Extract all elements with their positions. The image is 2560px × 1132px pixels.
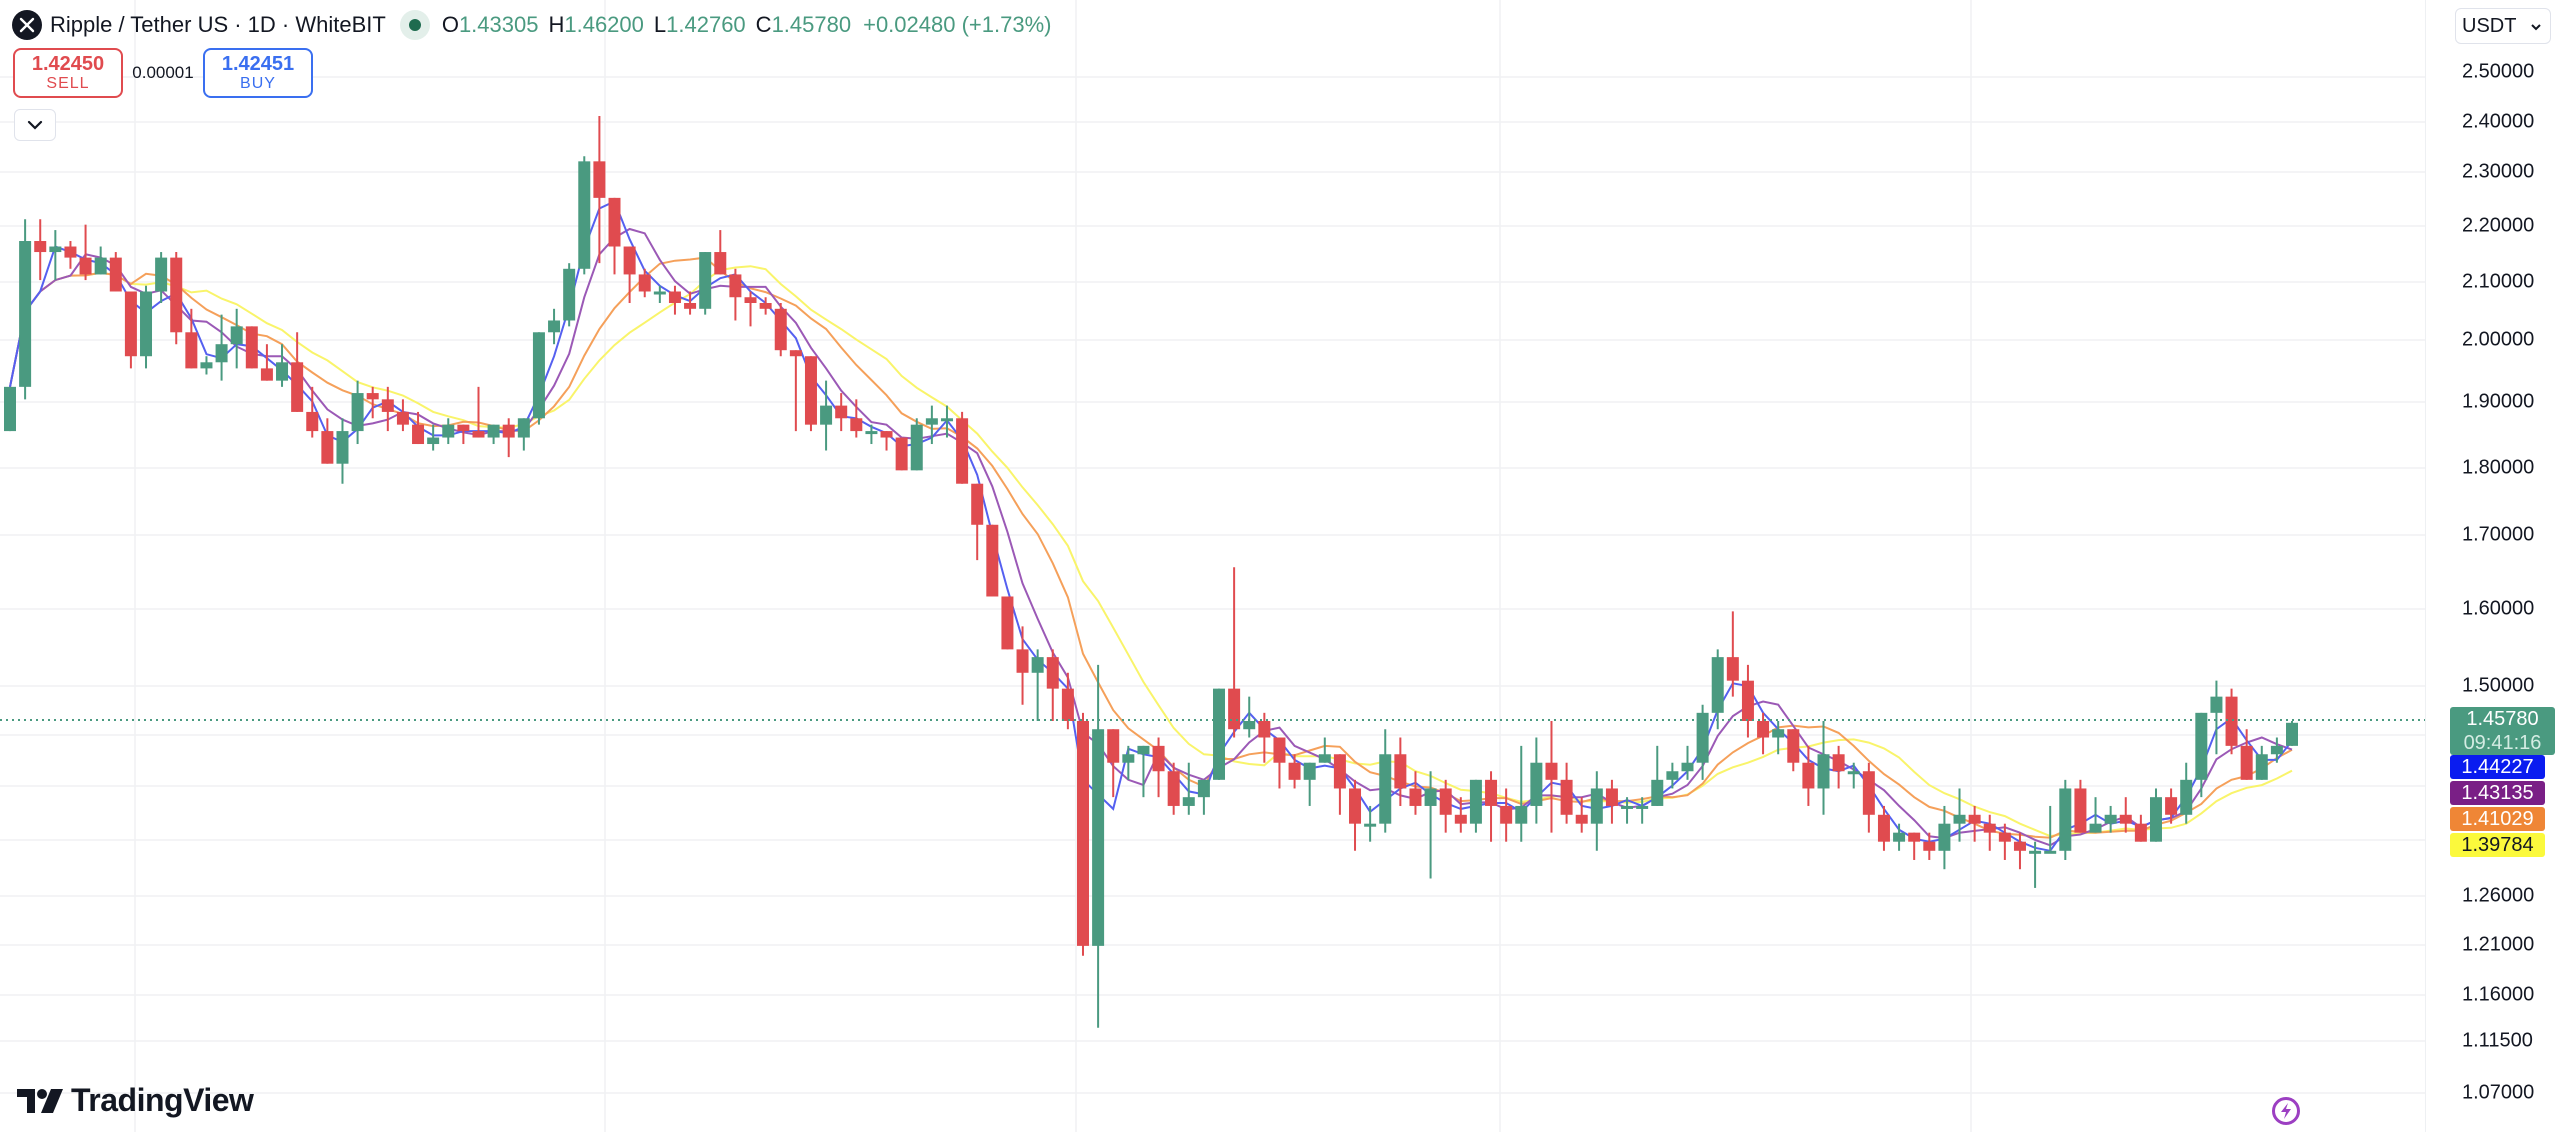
tradingview-logo[interactable]: TradingView xyxy=(17,1082,254,1119)
collapse-legend-button[interactable] xyxy=(14,109,56,141)
price-tick: 2.20000 xyxy=(2462,214,2535,237)
low-label: L xyxy=(653,12,667,37)
price-change: +0.02480 (+1.73%) xyxy=(863,12,1052,37)
sell-price: 1.42450 xyxy=(31,53,105,75)
price-tick: 1.21000 xyxy=(2462,933,2535,956)
price-tick: 1.80000 xyxy=(2462,456,2535,479)
high-label: H xyxy=(548,12,565,37)
price-tick: 2.50000 xyxy=(2462,60,2535,83)
chart-grid xyxy=(0,0,2425,1132)
buy-button[interactable]: 1.42451 BUY xyxy=(203,48,313,98)
candles xyxy=(4,115,2298,1028)
logo-text: TradingView xyxy=(71,1082,254,1118)
price-tick: 1.07000 xyxy=(2462,1081,2535,1104)
price-tick: 1.60000 xyxy=(2462,597,2535,620)
chevron-down-icon xyxy=(27,120,43,130)
sell-label: SELL xyxy=(46,75,90,92)
buy-label: BUY xyxy=(240,75,276,92)
price-tick: 1.70000 xyxy=(2462,523,2535,546)
high-value: 1.46200 xyxy=(564,12,644,37)
market-status-indicator[interactable] xyxy=(399,10,430,40)
chevron-down-icon xyxy=(2531,24,2541,31)
price-tick: 1.50000 xyxy=(2462,674,2535,697)
open-label: O xyxy=(441,12,459,37)
symbol-title[interactable]: Ripple / Tether US · 1D · WhiteBIT xyxy=(50,12,386,37)
price-tick: 2.00000 xyxy=(2462,328,2535,351)
close-value: 1.45780 xyxy=(771,12,852,37)
last-price-tag: 1.45780 09:41:16 xyxy=(2450,707,2555,755)
xrp-logo-icon[interactable] xyxy=(12,10,42,40)
price-tick: 1.26000 xyxy=(2462,884,2535,907)
spread-value: 0.00001 xyxy=(132,63,194,82)
ma-value-tag: 1.39784 xyxy=(2450,833,2545,857)
close-label: C xyxy=(755,12,772,37)
chart-header: Ripple / Tether US · 1D · WhiteBIT O 1.43… xyxy=(12,8,1051,42)
market-open-dot-icon xyxy=(408,19,421,31)
price-tick: 2.40000 xyxy=(2462,110,2535,133)
candlestick-chart[interactable] xyxy=(0,0,2425,1132)
price-tick: 1.16000 xyxy=(2462,983,2535,1006)
lightning-icon xyxy=(2281,1103,2291,1119)
low-value: 1.42760 xyxy=(666,12,746,37)
ma-value-tag: 1.44227 xyxy=(2450,755,2545,779)
price-tick: 2.10000 xyxy=(2462,270,2535,293)
ma-value-tag: 1.43135 xyxy=(2450,781,2545,805)
tradingview-mark-icon xyxy=(17,1088,63,1113)
moving-average-lines xyxy=(9,200,2293,852)
sell-button[interactable]: 1.42450 SELL xyxy=(13,48,123,98)
price-tick: 1.11500 xyxy=(2462,1029,2533,1052)
lightning-button[interactable] xyxy=(2272,1097,2300,1125)
open-value: 1.43305 xyxy=(458,12,539,37)
price-tick: 1.90000 xyxy=(2462,390,2535,413)
price-tick: 2.30000 xyxy=(2462,160,2535,183)
trade-panel: 1.42450 SELL 0.00001 1.42451 BUY xyxy=(13,48,313,98)
ma-value-tag: 1.41029 xyxy=(2450,807,2545,831)
price-axis[interactable] xyxy=(2425,0,2560,1132)
buy-price: 1.42451 xyxy=(221,53,295,75)
currency-label: USDT xyxy=(2462,14,2517,37)
currency-select[interactable]: USDT xyxy=(2455,8,2551,44)
